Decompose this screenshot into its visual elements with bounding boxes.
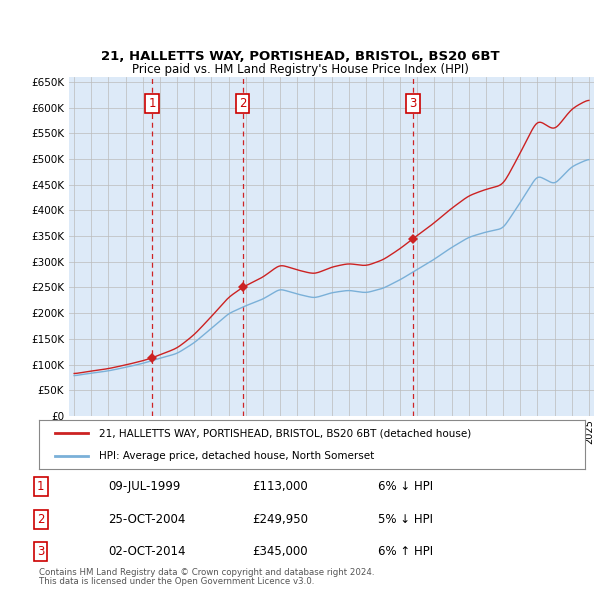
Text: 3: 3 (37, 545, 44, 558)
Text: £249,950: £249,950 (252, 513, 308, 526)
Text: 5% ↓ HPI: 5% ↓ HPI (378, 513, 433, 526)
Text: 3: 3 (409, 97, 416, 110)
Text: 1: 1 (37, 480, 44, 493)
Text: £345,000: £345,000 (252, 545, 308, 558)
Text: Price paid vs. HM Land Registry's House Price Index (HPI): Price paid vs. HM Land Registry's House … (131, 63, 469, 76)
Text: 02-OCT-2014: 02-OCT-2014 (108, 545, 185, 558)
Text: 09-JUL-1999: 09-JUL-1999 (108, 480, 181, 493)
Text: 1: 1 (148, 97, 156, 110)
Text: 6% ↓ HPI: 6% ↓ HPI (378, 480, 433, 493)
Text: 6% ↑ HPI: 6% ↑ HPI (378, 545, 433, 558)
Text: Contains HM Land Registry data © Crown copyright and database right 2024.: Contains HM Land Registry data © Crown c… (39, 568, 374, 577)
Text: 25-OCT-2004: 25-OCT-2004 (108, 513, 185, 526)
Text: HPI: Average price, detached house, North Somerset: HPI: Average price, detached house, Nort… (99, 451, 374, 461)
Text: 21, HALLETTS WAY, PORTISHEAD, BRISTOL, BS20 6BT (detached house): 21, HALLETTS WAY, PORTISHEAD, BRISTOL, B… (99, 428, 472, 438)
Text: This data is licensed under the Open Government Licence v3.0.: This data is licensed under the Open Gov… (39, 577, 314, 586)
Text: £113,000: £113,000 (252, 480, 308, 493)
Text: 2: 2 (239, 97, 247, 110)
Text: 21, HALLETTS WAY, PORTISHEAD, BRISTOL, BS20 6BT: 21, HALLETTS WAY, PORTISHEAD, BRISTOL, B… (101, 50, 499, 63)
Text: 2: 2 (37, 513, 44, 526)
